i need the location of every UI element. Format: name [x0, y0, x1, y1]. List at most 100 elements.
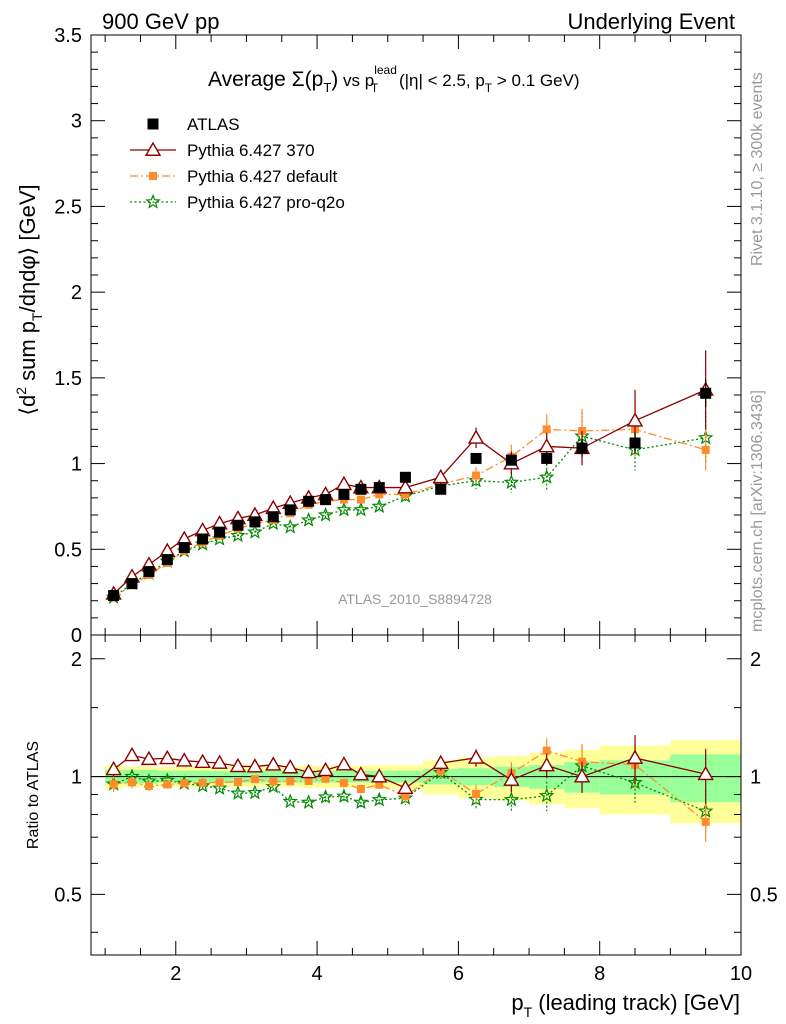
ratio-point-p370	[176, 752, 193, 767]
ratio-point-pdefault	[701, 817, 710, 826]
ratio-y-axis-label: Ratio to ATLAS	[25, 741, 42, 849]
ratio-point-pdefault	[233, 777, 242, 786]
ratio-point-pq2o	[371, 791, 388, 807]
legend-item-atlas: ATLAS	[147, 115, 240, 134]
point-atlas	[355, 483, 367, 495]
point-atlas	[249, 516, 261, 528]
point-atlas	[178, 542, 190, 554]
rivet-label: Rivet 3.1.10, ≥ 300k events	[749, 72, 766, 266]
point-atlas	[214, 526, 226, 538]
ratio-point-p370	[123, 746, 141, 762]
y-tick-label: 2.5	[54, 196, 82, 218]
point-p370	[467, 429, 485, 444]
ratio-point-p370	[697, 765, 714, 781]
point-pq2o	[503, 474, 520, 490]
point-pdefault	[472, 471, 481, 480]
ratio-point-p370	[467, 749, 485, 764]
ratio-point-pq2o	[211, 780, 228, 795]
ratio-point-p370	[397, 779, 414, 794]
ratio-point-pq2o	[317, 788, 334, 804]
ratio-point-pq2o	[353, 794, 369, 810]
y-axis-label: ⟨d2 sum pT/dηdφ⟩ [GeV]	[13, 184, 45, 415]
y-tick-label: 3	[71, 111, 82, 133]
series-p370	[105, 350, 714, 804]
plot-title: Average Σ(pT) vs plead T (|η| < 2.5, pT >…	[208, 63, 580, 95]
legend-label: Pythia 6.427 pro-q2o	[187, 193, 345, 212]
x-axis-label: pT (leading track) [GeV]	[511, 990, 740, 1020]
point-atlas	[700, 387, 712, 399]
point-atlas	[126, 578, 138, 590]
ratio-point-pdefault	[163, 780, 172, 789]
ratio-point-pq2o	[300, 794, 317, 810]
point-p370	[397, 479, 414, 494]
y-tick-label: 1	[71, 454, 82, 476]
point-pdefault	[542, 425, 551, 434]
point-p370	[432, 468, 449, 484]
x-tick-label: 8	[594, 963, 605, 985]
ratio-point-pdefault	[321, 774, 330, 783]
legend-marker	[145, 193, 161, 209]
ratio-point-pdefault	[215, 778, 224, 787]
ratio-point-p370	[140, 750, 158, 766]
point-p370	[626, 412, 644, 427]
ratio-point-p370	[317, 761, 334, 777]
point-atlas	[373, 482, 385, 494]
y-tick-label: 0.5	[54, 539, 82, 561]
legend-marker	[144, 141, 162, 156]
series-line-pdefault	[113, 428, 706, 598]
ratio-point-p370	[265, 756, 282, 771]
point-pq2o	[317, 506, 334, 522]
ratio-point-p370	[371, 768, 388, 783]
point-atlas	[576, 442, 588, 454]
point-p370	[538, 438, 555, 453]
ratio-point-p370	[282, 759, 299, 774]
ratio-point-pdefault	[472, 789, 481, 798]
legend: ATLAS Pythia 6.427 370 Pythia 6.427 defaul…	[130, 115, 345, 212]
point-pq2o	[300, 511, 317, 527]
ratio-point-p370	[352, 766, 370, 781]
legend-marker	[149, 172, 157, 180]
ratio-point-p370	[211, 754, 228, 769]
ratio-point-pdefault	[401, 792, 410, 801]
legend-item-pq2o: Pythia 6.427 pro-q2o	[130, 193, 345, 212]
ratio-tick-label-right: 2	[750, 649, 761, 671]
ratio-point-pq2o	[265, 778, 282, 794]
point-atlas	[541, 452, 553, 464]
ratio-point-p370	[229, 757, 247, 773]
point-pdefault	[356, 495, 365, 504]
y-tick-label: 3.5	[54, 25, 82, 47]
ratio-point-pq2o	[336, 788, 352, 803]
point-pdefault	[401, 490, 410, 499]
point-pq2o	[282, 518, 298, 534]
ratio-tick-label-left: 1	[71, 767, 82, 789]
ratio-point-pdefault	[286, 777, 295, 786]
y-tick-label-zero: 0	[71, 625, 82, 647]
legend-item-p370: Pythia 6.427 370	[130, 141, 315, 160]
ratio-point-p370	[335, 756, 353, 771]
ratio-point-pdefault	[356, 785, 365, 794]
legend-label: Pythia 6.427 default	[187, 167, 338, 186]
point-atlas	[284, 504, 296, 516]
point-pq2o	[353, 501, 369, 517]
ratio-point-pq2o	[247, 784, 263, 800]
ratio-point-pdefault	[304, 776, 313, 785]
point-pq2o	[230, 527, 246, 543]
header-right: Underlying Event	[567, 9, 735, 34]
ratio-point-p370	[246, 758, 264, 773]
x-tick-label: 10	[730, 963, 752, 985]
point-pdefault	[701, 445, 710, 454]
ratio-point-p370	[159, 749, 176, 765]
ratio-point-p370	[432, 754, 449, 770]
ratio-tick-label-left: 0.5	[54, 884, 82, 906]
series-layer	[105, 350, 714, 842]
series-line-pq2o	[113, 435, 706, 598]
ratio-point-pq2o	[230, 785, 246, 800]
series-atlas	[108, 379, 712, 602]
ratio-line-pq2o	[113, 765, 706, 812]
ratio-point-p370	[538, 756, 555, 772]
ratio-point-p370	[626, 749, 644, 764]
point-atlas	[399, 471, 411, 483]
x-tick-label: 2	[170, 963, 181, 985]
point-atlas	[505, 454, 517, 466]
